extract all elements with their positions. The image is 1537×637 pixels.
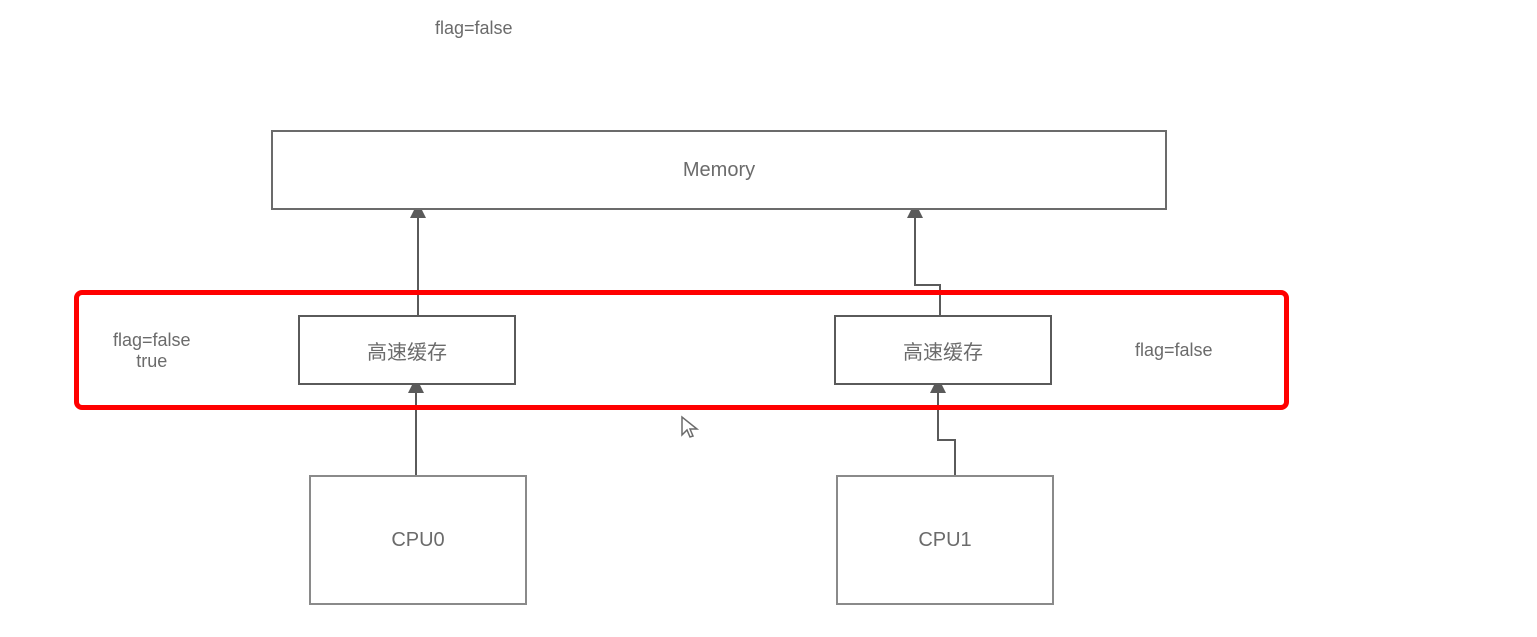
- cpu-0-label: CPU0: [391, 529, 444, 552]
- flag-label-right: flag=false: [1135, 340, 1213, 361]
- cache-1-label: 高速缓存: [903, 336, 983, 365]
- cache-box-0: 高速缓存: [298, 315, 516, 385]
- memory-label: Memory: [683, 159, 755, 182]
- memory-box: Memory: [271, 130, 1167, 210]
- cache-box-1: 高速缓存: [834, 315, 1052, 385]
- cursor-icon: [680, 415, 700, 441]
- cpu-box-0: CPU0: [309, 475, 527, 605]
- cpu-1-label: CPU1: [918, 529, 971, 552]
- top-flag-label: flag=false: [435, 18, 513, 39]
- cache-0-label: 高速缓存: [367, 336, 447, 365]
- flag-label-left: flag=false true: [113, 330, 191, 372]
- cache-highlight-box: [74, 290, 1289, 410]
- cpu-box-1: CPU1: [836, 475, 1054, 605]
